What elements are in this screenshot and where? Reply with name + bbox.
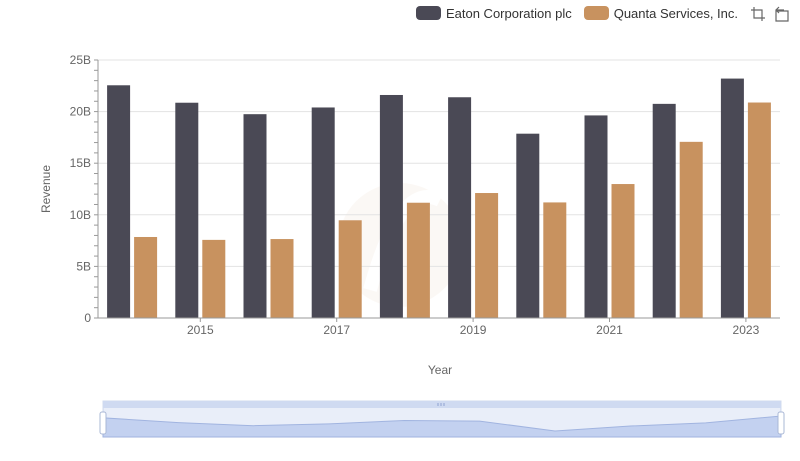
- y-axis-title: Revenue: [39, 165, 53, 213]
- zoom-selection[interactable]: [103, 401, 781, 437]
- bar-eaton-2023[interactable]: [720, 78, 744, 319]
- bar-quanta-2014[interactable]: [134, 236, 158, 318]
- bar-eaton-2016[interactable]: [243, 114, 267, 319]
- x-tick-label: 2017: [323, 323, 350, 337]
- bar-eaton-2019[interactable]: [448, 97, 472, 318]
- x-tick-label: 2023: [733, 323, 760, 337]
- y-tick-label: 5B: [76, 259, 91, 273]
- data-zoom-slider[interactable]: [99, 400, 785, 438]
- bar-eaton-2018[interactable]: [379, 94, 403, 318]
- bar-eaton-2021[interactable]: [584, 115, 608, 319]
- bar-quanta-2016[interactable]: [270, 239, 294, 318]
- legend: Eaton Corporation plc Quanta Services, I…: [415, 4, 738, 22]
- y-tick-label: 20B: [70, 105, 91, 119]
- x-tick-label: 2021: [596, 323, 623, 337]
- x-axis-title: Year: [428, 363, 452, 377]
- bar-eaton-2017[interactable]: [311, 107, 335, 318]
- legend-label-eaton: Eaton Corporation plc: [445, 5, 572, 21]
- legend-swatch-quanta: [583, 6, 609, 20]
- bar-quanta-2018[interactable]: [406, 202, 430, 318]
- legend-item-quanta[interactable]: Quanta Services, Inc.: [583, 5, 738, 21]
- bar-eaton-2022[interactable]: [652, 103, 676, 318]
- legend-swatch-eaton: [415, 6, 441, 20]
- restore-icon[interactable]: [774, 6, 790, 22]
- zoom-handle-right[interactable]: [777, 411, 785, 435]
- zoom-handle-left[interactable]: [99, 411, 107, 435]
- axes: 0 5B 10B 15B 20B 25B 2015 2017 2019 2021 2023: [70, 53, 780, 337]
- bar-eaton-2020[interactable]: [516, 133, 540, 318]
- zoom-top-bar[interactable]: [103, 401, 781, 408]
- x-tick-label: 2015: [187, 323, 214, 337]
- chart-toolbar: [750, 6, 790, 22]
- bar-quanta-2023[interactable]: [747, 102, 771, 318]
- bar-quanta-2015[interactable]: [202, 239, 226, 318]
- legend-label-quanta: Quanta Services, Inc.: [613, 5, 738, 21]
- bar-quanta-2022[interactable]: [679, 141, 703, 318]
- bar-quanta-2020[interactable]: [543, 202, 567, 318]
- zoom-icon[interactable]: [750, 6, 766, 22]
- y-tick-label: 0: [84, 311, 91, 325]
- y-tick-label: 25B: [70, 53, 91, 67]
- bar-quanta-2017[interactable]: [338, 220, 362, 318]
- y-tick-label: 15B: [70, 156, 91, 170]
- bar-area: [107, 78, 771, 319]
- legend-item-eaton[interactable]: Eaton Corporation plc: [415, 5, 572, 21]
- bar-eaton-2015[interactable]: [175, 102, 199, 319]
- y-tick-label: 10B: [70, 208, 91, 222]
- x-tick-label: 2019: [460, 323, 487, 337]
- bar-quanta-2019[interactable]: [475, 193, 499, 318]
- bar-quanta-2021[interactable]: [611, 184, 635, 318]
- bar-eaton-2014[interactable]: [107, 85, 131, 318]
